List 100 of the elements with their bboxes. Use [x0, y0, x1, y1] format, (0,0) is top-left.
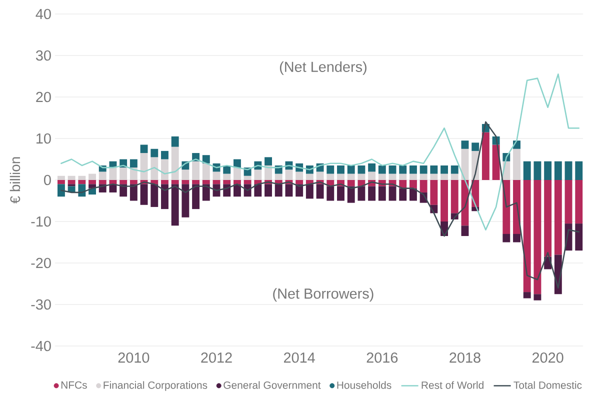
bar: [202, 155, 210, 164]
bar: [140, 144, 148, 154]
x-tick-label: 2014: [284, 352, 315, 363]
bar: [450, 180, 458, 214]
bar: [564, 180, 572, 224]
bar: [358, 165, 366, 174]
bar: [192, 161, 200, 180]
bar: [461, 140, 469, 149]
bar: [430, 174, 438, 180]
bar: [430, 165, 438, 174]
bar: [544, 180, 552, 257]
bar: [296, 172, 304, 180]
bar: [326, 165, 334, 174]
bar: [244, 180, 252, 184]
bar: [326, 186, 334, 201]
bar: [254, 170, 262, 180]
bar: [98, 180, 106, 184]
bar: [513, 148, 520, 180]
bar: [502, 234, 510, 242]
bar: [554, 180, 562, 255]
bar: [264, 184, 272, 197]
bar: [388, 174, 396, 180]
bar: [368, 172, 376, 180]
bar: [554, 161, 562, 180]
line-series: [60, 121, 580, 289]
x-tick-label: 2012: [201, 352, 232, 363]
legend-label: Total Domestic: [514, 381, 582, 389]
bar: [347, 186, 355, 203]
bar: [120, 180, 128, 184]
y-tick-label: 0: [44, 174, 51, 186]
bar: [388, 165, 396, 174]
bar: [337, 186, 344, 201]
bar: [430, 180, 438, 205]
bar: [420, 174, 428, 180]
bar: [109, 168, 117, 180]
bar: [264, 165, 272, 180]
bar: [326, 174, 334, 180]
x-tick-label: 2010: [118, 352, 150, 363]
bar: [316, 172, 324, 180]
bar: [368, 186, 376, 201]
bar: [182, 184, 190, 218]
bar: [492, 144, 500, 180]
bar: [440, 165, 448, 174]
bar: [523, 292, 531, 298]
bar: [564, 161, 572, 180]
bar: [399, 165, 407, 174]
legend-label: NFCs: [61, 381, 87, 389]
bar: [223, 174, 231, 180]
bar: [202, 180, 210, 184]
bar: [285, 170, 293, 180]
bar: [161, 184, 168, 210]
bar: [254, 184, 262, 197]
legend-label: General Government: [224, 381, 321, 389]
bar: [399, 188, 407, 201]
bar: [68, 176, 76, 180]
bar: [130, 159, 138, 168]
y-tick-label: -40: [31, 340, 51, 352]
bar: [150, 184, 158, 207]
y-tick-label: -10: [31, 216, 51, 227]
bar: [358, 174, 366, 180]
annotation: (Net Borrowers): [273, 288, 374, 302]
bar: [409, 188, 417, 201]
bar: [409, 174, 417, 180]
bar: [78, 176, 86, 180]
y-tick-label: 10: [36, 133, 51, 144]
bar: [575, 180, 583, 224]
bar: [450, 174, 458, 180]
bar: [575, 224, 583, 251]
bar: [296, 180, 304, 184]
bar: [57, 180, 65, 184]
bar: [98, 172, 106, 180]
bar: [440, 180, 448, 222]
bar: [192, 184, 200, 210]
bar: [388, 186, 396, 201]
bar: [544, 161, 552, 180]
bar: [306, 174, 314, 180]
bar: [450, 165, 458, 174]
bar: [378, 174, 386, 180]
bar: [482, 132, 490, 180]
bar: [264, 157, 272, 166]
legend-label: Rest of World: [422, 381, 484, 389]
bar: [316, 184, 324, 199]
bar: [274, 184, 282, 197]
x-tick-label: 2020: [532, 352, 564, 363]
bar: [150, 148, 158, 158]
bar: [420, 165, 428, 174]
bar: [88, 174, 96, 180]
bar: [171, 180, 179, 184]
bar: [368, 163, 376, 172]
bar: [233, 180, 241, 184]
bar: [161, 150, 168, 160]
bar: [182, 170, 190, 180]
bar: [171, 184, 179, 226]
bar: [420, 180, 428, 192]
bar: [244, 176, 252, 180]
bar: [513, 234, 520, 242]
bar: [57, 176, 65, 180]
bar: [285, 184, 293, 197]
bar: [78, 180, 86, 184]
bar: [358, 186, 366, 201]
